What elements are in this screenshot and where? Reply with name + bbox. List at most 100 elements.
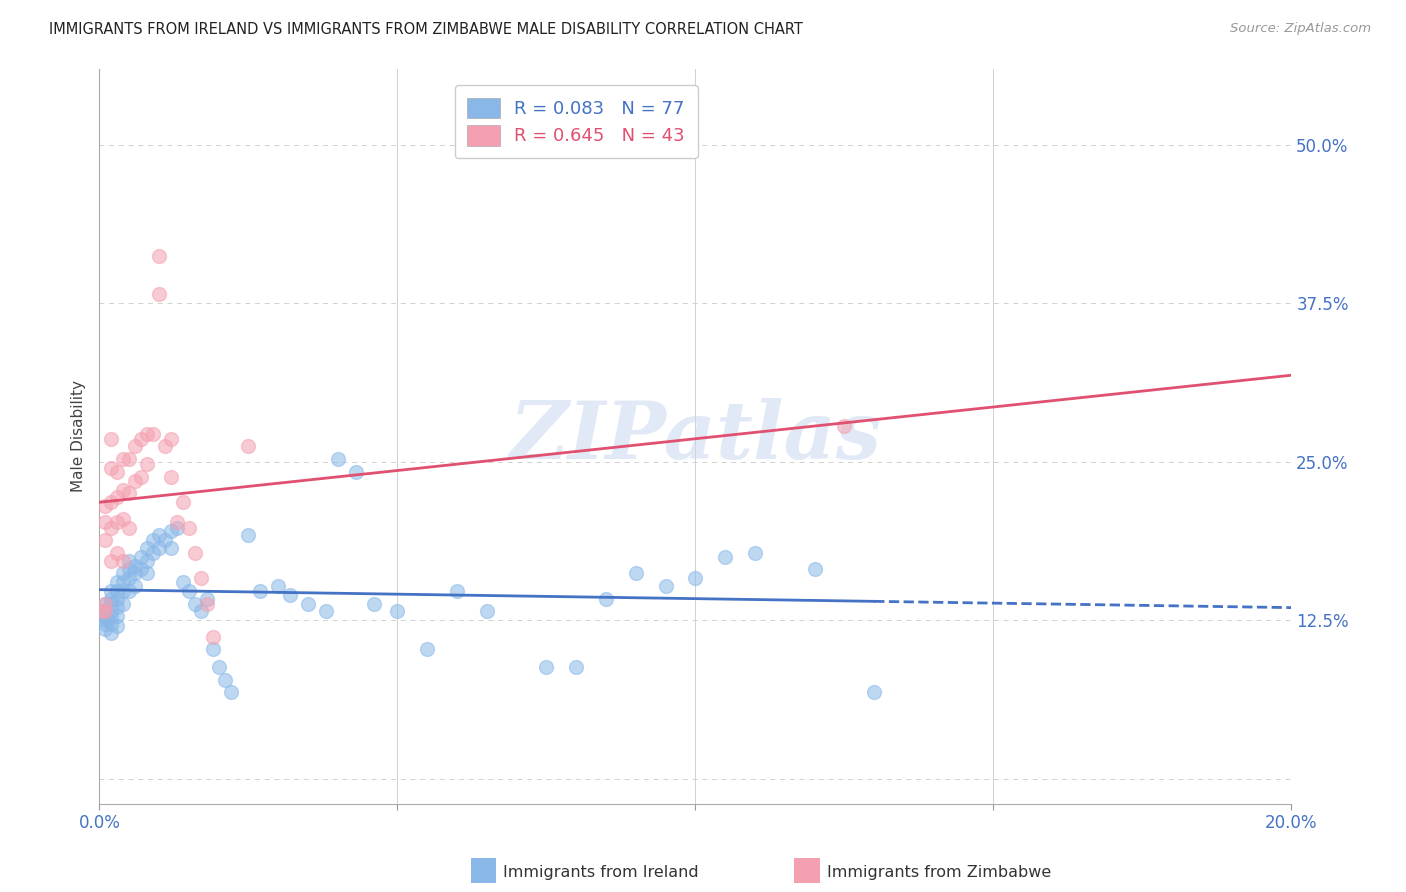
Legend: R = 0.083   N = 77, R = 0.645   N = 43: R = 0.083 N = 77, R = 0.645 N = 43 xyxy=(454,85,697,158)
Point xyxy=(714,549,737,564)
Point xyxy=(100,591,122,606)
Point xyxy=(100,553,122,567)
Point xyxy=(100,604,122,618)
Point xyxy=(112,483,135,497)
Point xyxy=(100,584,122,599)
Point xyxy=(105,490,128,504)
Point xyxy=(148,287,170,301)
Point xyxy=(94,499,117,513)
Text: Immigrants from Zimbabwe: Immigrants from Zimbabwe xyxy=(827,865,1050,880)
Point xyxy=(160,470,183,484)
Point xyxy=(118,486,141,500)
Point xyxy=(94,609,117,624)
Point xyxy=(105,575,128,590)
Point xyxy=(112,597,135,611)
Point xyxy=(136,553,159,567)
Point xyxy=(112,452,135,467)
Point xyxy=(136,541,159,555)
Point xyxy=(105,609,128,624)
Point xyxy=(100,495,122,509)
Point xyxy=(100,461,122,475)
Point xyxy=(685,571,707,585)
Text: Source: ZipAtlas.com: Source: ZipAtlas.com xyxy=(1230,22,1371,36)
Point xyxy=(105,465,128,479)
Point xyxy=(91,604,114,618)
Point xyxy=(363,597,385,611)
Point xyxy=(112,584,135,599)
Point xyxy=(267,579,290,593)
Point xyxy=(219,685,242,699)
Point xyxy=(129,562,152,576)
Point xyxy=(129,549,152,564)
Point xyxy=(94,597,117,611)
Point xyxy=(190,604,212,618)
Point xyxy=(565,660,588,674)
Point xyxy=(100,616,122,631)
Point xyxy=(94,533,117,548)
Y-axis label: Male Disability: Male Disability xyxy=(72,380,86,492)
Text: Immigrants from Ireland: Immigrants from Ireland xyxy=(503,865,699,880)
Point xyxy=(129,432,152,446)
Point xyxy=(118,562,141,576)
Point xyxy=(160,524,183,539)
Point xyxy=(278,588,301,602)
Point xyxy=(124,558,146,573)
Point xyxy=(148,541,170,555)
Point xyxy=(238,528,260,542)
Point xyxy=(100,520,122,534)
Point xyxy=(416,642,439,657)
Point xyxy=(297,597,319,611)
Point xyxy=(118,452,141,467)
Point xyxy=(136,426,159,441)
Point xyxy=(595,591,617,606)
Point xyxy=(475,604,498,618)
Point xyxy=(129,470,152,484)
Point xyxy=(184,546,207,560)
Point xyxy=(148,249,170,263)
Point xyxy=(94,597,117,611)
Point xyxy=(315,604,337,618)
Point xyxy=(124,439,146,453)
Point xyxy=(118,571,141,585)
Point xyxy=(105,619,128,633)
Point xyxy=(624,566,647,581)
Point xyxy=(112,575,135,590)
Point xyxy=(446,584,468,599)
Point xyxy=(94,622,117,636)
Point xyxy=(118,584,141,599)
Point xyxy=(142,533,165,548)
Point xyxy=(118,520,141,534)
Point xyxy=(387,604,409,618)
Point xyxy=(190,571,212,585)
Point xyxy=(214,673,236,687)
Point xyxy=(112,553,135,567)
Point xyxy=(344,465,367,479)
Text: IMMIGRANTS FROM IRELAND VS IMMIGRANTS FROM ZIMBABWE MALE DISABILITY CORRELATION : IMMIGRANTS FROM IRELAND VS IMMIGRANTS FR… xyxy=(49,22,803,37)
Point xyxy=(124,579,146,593)
Point xyxy=(118,553,141,567)
Point xyxy=(124,566,146,581)
Point xyxy=(172,495,194,509)
Point xyxy=(166,520,188,534)
Point xyxy=(100,625,122,640)
Point xyxy=(112,511,135,525)
Point xyxy=(105,600,128,615)
Point xyxy=(744,546,766,560)
Point xyxy=(100,432,122,446)
Point xyxy=(654,579,676,593)
Point xyxy=(834,419,856,434)
Point xyxy=(201,642,224,657)
Point xyxy=(94,616,117,631)
Point xyxy=(803,562,825,576)
Text: ZIPatlas: ZIPatlas xyxy=(509,398,882,475)
Point xyxy=(105,546,128,560)
Point xyxy=(91,607,114,621)
Point xyxy=(105,584,128,599)
Point xyxy=(105,591,128,606)
Point xyxy=(326,452,349,467)
Point xyxy=(177,584,200,599)
Point xyxy=(105,516,128,530)
Point xyxy=(201,630,224,644)
Point xyxy=(136,566,159,581)
Point xyxy=(136,457,159,471)
